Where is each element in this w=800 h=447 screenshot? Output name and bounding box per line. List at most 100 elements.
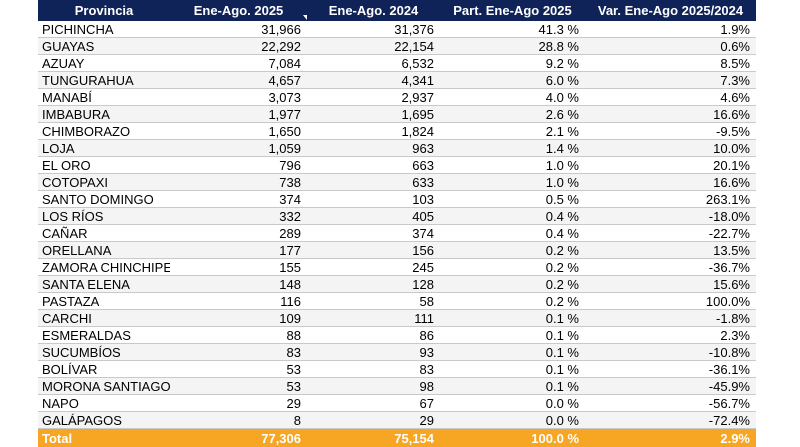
cell-variation: 20.1% (585, 157, 756, 174)
total-label: Total (38, 429, 170, 447)
cell-participation: 4.0 % (440, 89, 585, 106)
cell-provincia: PASTAZA (38, 293, 170, 310)
cell-participation: 0.4 % (440, 208, 585, 225)
cell-2025: 116 (170, 293, 307, 310)
cell-provincia: GALÁPAGOS (38, 412, 170, 429)
cell-variation: -10.8% (585, 344, 756, 361)
cell-participation: 0.0 % (440, 412, 585, 429)
cell-2025: 29 (170, 395, 307, 412)
cell-provincia: TUNGURAHUA (38, 72, 170, 89)
cell-2025: 1,650 (170, 123, 307, 140)
cell-provincia: LOJA (38, 140, 170, 157)
cell-provincia: CHIMBORAZO (38, 123, 170, 140)
cell-variation: 8.5% (585, 55, 756, 72)
cell-2024: 103 (307, 191, 440, 208)
cell-participation: 0.1 % (440, 327, 585, 344)
cell-participation: 0.1 % (440, 310, 585, 327)
cell-2024: 83 (307, 361, 440, 378)
cell-provincia: AZUAY (38, 55, 170, 72)
column-header-2025-label: Ene-Ago. 2025 (194, 3, 284, 18)
cell-participation: 1.0 % (440, 174, 585, 191)
cell-variation: 263.1% (585, 191, 756, 208)
cell-2024: 633 (307, 174, 440, 191)
cell-2025: 3,073 (170, 89, 307, 106)
cell-variation: 15.6% (585, 276, 756, 293)
cell-provincia: GUAYAS (38, 38, 170, 55)
cell-2024: 663 (307, 157, 440, 174)
cell-provincia: CAÑAR (38, 225, 170, 242)
cell-participation: 2.6 % (440, 106, 585, 123)
cell-2025: 53 (170, 361, 307, 378)
cell-2025: 148 (170, 276, 307, 293)
column-header-participation[interactable]: Part. Ene-Ago 2025 (440, 0, 585, 21)
cell-variation: 100.0% (585, 293, 756, 310)
cell-variation: 13.5% (585, 242, 756, 259)
cell-2025: 332 (170, 208, 307, 225)
cell-provincia: PICHINCHA (38, 21, 170, 38)
cell-variation: -22.7% (585, 225, 756, 242)
cell-2025: 31,966 (170, 21, 307, 38)
cell-2024: 1,695 (307, 106, 440, 123)
cell-provincia: COTOPAXI (38, 174, 170, 191)
cell-2025: 155 (170, 259, 307, 276)
cell-participation: 0.1 % (440, 361, 585, 378)
cell-2025: 22,292 (170, 38, 307, 55)
cell-participation: 0.1 % (440, 378, 585, 395)
cell-2024: 111 (307, 310, 440, 327)
cell-2024: 405 (307, 208, 440, 225)
cell-2025: 738 (170, 174, 307, 191)
cell-participation: 0.4 % (440, 225, 585, 242)
column-header-variation[interactable]: Var. Ene-Ago 2025/2024 (585, 0, 756, 21)
cell-provincia: CARCHI (38, 310, 170, 327)
cell-provincia: LOS RÍOS (38, 208, 170, 225)
cell-participation: 0.2 % (440, 242, 585, 259)
cell-variation: -72.4% (585, 412, 756, 429)
column-header-2024[interactable]: Ene-Ago. 2024 (307, 0, 440, 21)
cell-2024: 156 (307, 242, 440, 259)
column-header-2025[interactable]: Ene-Ago. 2025 (170, 0, 307, 21)
cell-participation: 28.8 % (440, 38, 585, 55)
cell-2024: 4,341 (307, 72, 440, 89)
cell-2025: 289 (170, 225, 307, 242)
cell-2025: 88 (170, 327, 307, 344)
cell-variation: -36.7% (585, 259, 756, 276)
cell-variation: -18.0% (585, 208, 756, 225)
cell-participation: 6.0 % (440, 72, 585, 89)
cell-variation: 10.0% (585, 140, 756, 157)
cell-2024: 1,824 (307, 123, 440, 140)
cell-participation: 0.0 % (440, 395, 585, 412)
cell-2024: 29 (307, 412, 440, 429)
sales-by-province-table: Provincia Ene-Ago. 2025 Ene-Ago. 2024 Pa… (38, 0, 756, 447)
cell-provincia: SANTA ELENA (38, 276, 170, 293)
column-header-provincia[interactable]: Provincia (38, 0, 170, 21)
cell-participation: 0.1 % (440, 344, 585, 361)
cell-variation: -56.7% (585, 395, 756, 412)
cell-2025: 1,059 (170, 140, 307, 157)
cell-participation: 0.2 % (440, 259, 585, 276)
cell-2024: 93 (307, 344, 440, 361)
total-2025: 77,306 (170, 429, 307, 447)
cell-2024: 58 (307, 293, 440, 310)
cell-variation: 0.6% (585, 38, 756, 55)
cell-participation: 0.5 % (440, 191, 585, 208)
cell-variation: 1.9% (585, 21, 756, 38)
cell-2024: 22,154 (307, 38, 440, 55)
total-2024: 75,154 (307, 429, 440, 447)
cell-provincia: ZAMORA CHINCHIPE (38, 259, 170, 276)
